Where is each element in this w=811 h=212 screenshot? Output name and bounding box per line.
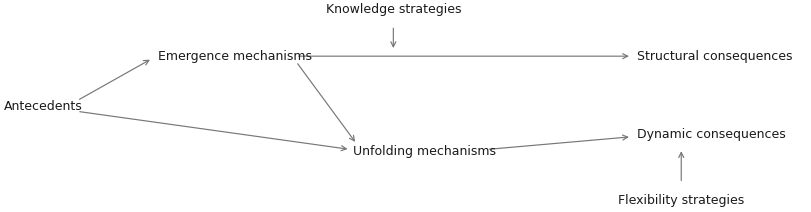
Text: Emergence mechanisms: Emergence mechanisms <box>158 50 312 63</box>
Text: Knowledge strategies: Knowledge strategies <box>325 3 461 16</box>
Text: Flexibility strategies: Flexibility strategies <box>618 194 744 207</box>
Text: Unfolding mechanisms: Unfolding mechanisms <box>353 145 496 158</box>
Text: Structural consequences: Structural consequences <box>637 50 792 63</box>
Text: Dynamic consequences: Dynamic consequences <box>637 128 785 141</box>
Text: Antecedents: Antecedents <box>4 99 83 113</box>
